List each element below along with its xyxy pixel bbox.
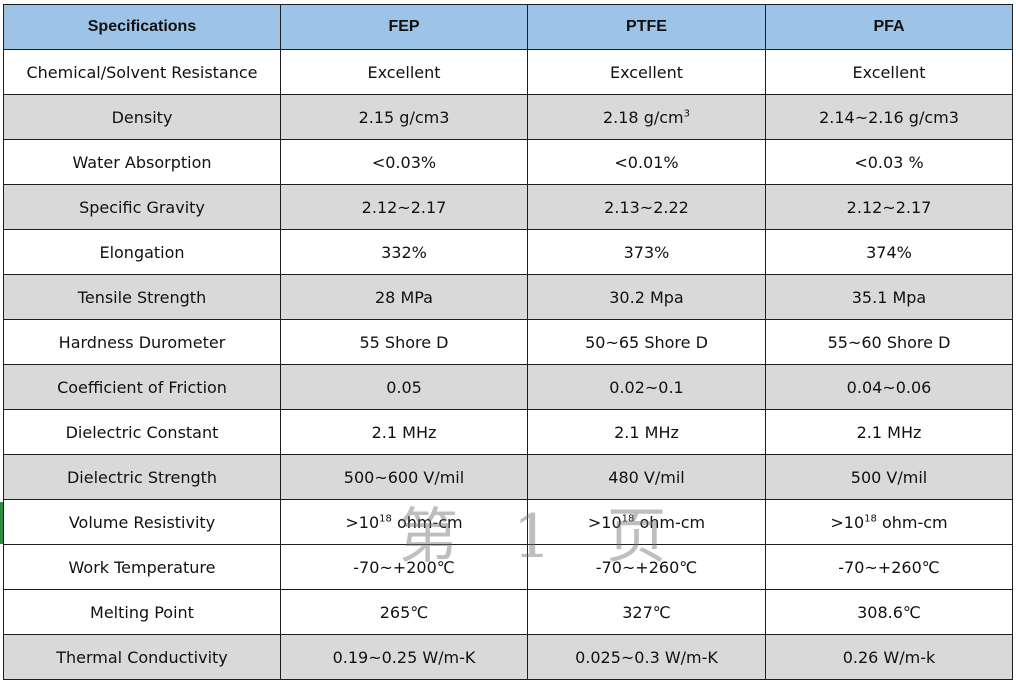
cell-fep: <0.03% xyxy=(280,139,528,185)
cell-fep: >1018 ohm-cm xyxy=(280,499,528,545)
cell-fep-base: >10 xyxy=(345,512,380,532)
cell-pfa: 55~60 Shore D xyxy=(765,319,1013,365)
row-label: Volume Resistivity xyxy=(3,499,281,545)
cell-pfa: 2.12~2.17 xyxy=(765,184,1013,230)
header-fep: FEP xyxy=(280,4,528,50)
cell-ptfe: 30.2 Mpa xyxy=(527,274,766,320)
table-row: Hardness Durometer 55 Shore D 50~65 Shor… xyxy=(3,319,1013,365)
cell-ptfe: 327℃ xyxy=(527,589,766,635)
row-label: Hardness Durometer xyxy=(3,319,281,365)
table-row: Density 2.15 g/cm3 2.18 g/cm3 2.14~2.16 … xyxy=(3,94,1013,140)
cell-fep: 0.19~0.25 W/m-K xyxy=(280,634,528,680)
cell-ptfe: 373% xyxy=(527,229,766,275)
row-label: Water Absorption xyxy=(3,139,281,185)
cell-pfa: <0.03 % xyxy=(765,139,1013,185)
table-row: Work Temperature -70~+200℃ -70~+260℃ -70… xyxy=(3,544,1013,590)
table-row: Chemical/Solvent Resistance Excellent Ex… xyxy=(3,49,1013,95)
row-label: Density xyxy=(3,94,281,140)
table-row: Elongation 332% 373% 374% xyxy=(3,229,1013,275)
header-ptfe: PTFE xyxy=(527,4,766,50)
row-label: Dielectric Constant xyxy=(3,409,281,455)
cell-fep: 2.12~2.17 xyxy=(280,184,528,230)
cell-pfa: -70~+260℃ xyxy=(765,544,1013,590)
cell-ptfe: >1018 ohm-cm xyxy=(527,499,766,545)
cell-pfa: 0.26 W/m-k xyxy=(765,634,1013,680)
row-label: Specific Gravity xyxy=(3,184,281,230)
cell-pfa: 500 V/mil xyxy=(765,454,1013,500)
table-row: Volume Resistivity >1018 ohm-cm >1018 oh… xyxy=(3,499,1013,545)
superscript: 3 xyxy=(683,108,690,120)
cell-fep: 2.1 MHz xyxy=(280,409,528,455)
superscript: 18 xyxy=(621,513,635,525)
row-selection-marker xyxy=(0,502,3,544)
cell-ptfe: 0.025~0.3 W/m-K xyxy=(527,634,766,680)
specifications-table: Specifications FEP PTFE PFA Chemical/Sol… xyxy=(3,4,1013,680)
cell-ptfe: 2.1 MHz xyxy=(527,409,766,455)
table-row: Thermal Conductivity 0.19~0.25 W/m-K 0.0… xyxy=(3,634,1013,680)
cell-fep: 55 Shore D xyxy=(280,319,528,365)
cell-ptfe-base: >10 xyxy=(587,512,622,532)
cell-pfa: 0.04~0.06 xyxy=(765,364,1013,410)
cell-pfa: 2.14~2.16 g/cm3 xyxy=(765,94,1013,140)
cell-ptfe: 0.02~0.1 xyxy=(527,364,766,410)
row-label: Chemical/Solvent Resistance xyxy=(3,49,281,95)
cell-ptfe-base: 2.18 g/cm xyxy=(602,107,684,127)
row-label: Melting Point xyxy=(3,589,281,635)
cell-fep: 2.15 g/cm3 xyxy=(280,94,528,140)
cell-ptfe: -70~+260℃ xyxy=(527,544,766,590)
cell-pfa-unit: ohm-cm xyxy=(876,512,948,532)
table-header-row: Specifications FEP PTFE PFA xyxy=(3,4,1013,50)
cell-fep-unit: ohm-cm xyxy=(391,512,463,532)
row-label: Work Temperature xyxy=(3,544,281,590)
cell-ptfe: <0.01% xyxy=(527,139,766,185)
cell-ptfe: Excellent xyxy=(527,49,766,95)
header-pfa: PFA xyxy=(765,4,1013,50)
cell-ptfe: 2.18 g/cm3 xyxy=(527,94,766,140)
row-label: Dielectric Strength xyxy=(3,454,281,500)
cell-fep: 0.05 xyxy=(280,364,528,410)
row-label: Coefficient of Friction xyxy=(3,364,281,410)
cell-ptfe: 2.13~2.22 xyxy=(527,184,766,230)
cell-fep: Excellent xyxy=(280,49,528,95)
cell-fep: -70~+200℃ xyxy=(280,544,528,590)
cell-pfa: >1018 ohm-cm xyxy=(765,499,1013,545)
cell-ptfe: 50~65 Shore D xyxy=(527,319,766,365)
table-row: Coefficient of Friction 0.05 0.02~0.1 0.… xyxy=(3,364,1013,410)
cell-ptfe: 480 V/mil xyxy=(527,454,766,500)
table-row: Specific Gravity 2.12~2.17 2.13~2.22 2.1… xyxy=(3,184,1013,230)
cell-fep: 265℃ xyxy=(280,589,528,635)
table-row: Tensile Strength 28 MPa 30.2 Mpa 35.1 Mp… xyxy=(3,274,1013,320)
superscript: 18 xyxy=(864,513,877,525)
table-row: Dielectric Strength 500~600 V/mil 480 V/… xyxy=(3,454,1013,500)
cell-pfa: 35.1 Mpa xyxy=(765,274,1013,320)
cell-pfa-base: >10 xyxy=(830,512,865,532)
cell-fep: 332% xyxy=(280,229,528,275)
cell-fep: 28 MPa xyxy=(280,274,528,320)
cell-fep: 500~600 V/mil xyxy=(280,454,528,500)
row-label: Thermal Conductivity xyxy=(3,634,281,680)
table-row: Water Absorption <0.03% <0.01% <0.03 % xyxy=(3,139,1013,185)
row-label: Elongation xyxy=(3,229,281,275)
cell-pfa: Excellent xyxy=(765,49,1013,95)
cell-pfa: 308.6℃ xyxy=(765,589,1013,635)
table-row: Melting Point 265℃ 327℃ 308.6℃ xyxy=(3,589,1013,635)
table-row: Dielectric Constant 2.1 MHz 2.1 MHz 2.1 … xyxy=(3,409,1013,455)
superscript: 18 xyxy=(379,513,392,525)
cell-pfa: 2.1 MHz xyxy=(765,409,1013,455)
header-specifications: Specifications xyxy=(3,4,281,50)
cell-pfa: 374% xyxy=(765,229,1013,275)
row-label: Tensile Strength xyxy=(3,274,281,320)
cell-ptfe-unit: ohm-cm xyxy=(634,512,706,532)
